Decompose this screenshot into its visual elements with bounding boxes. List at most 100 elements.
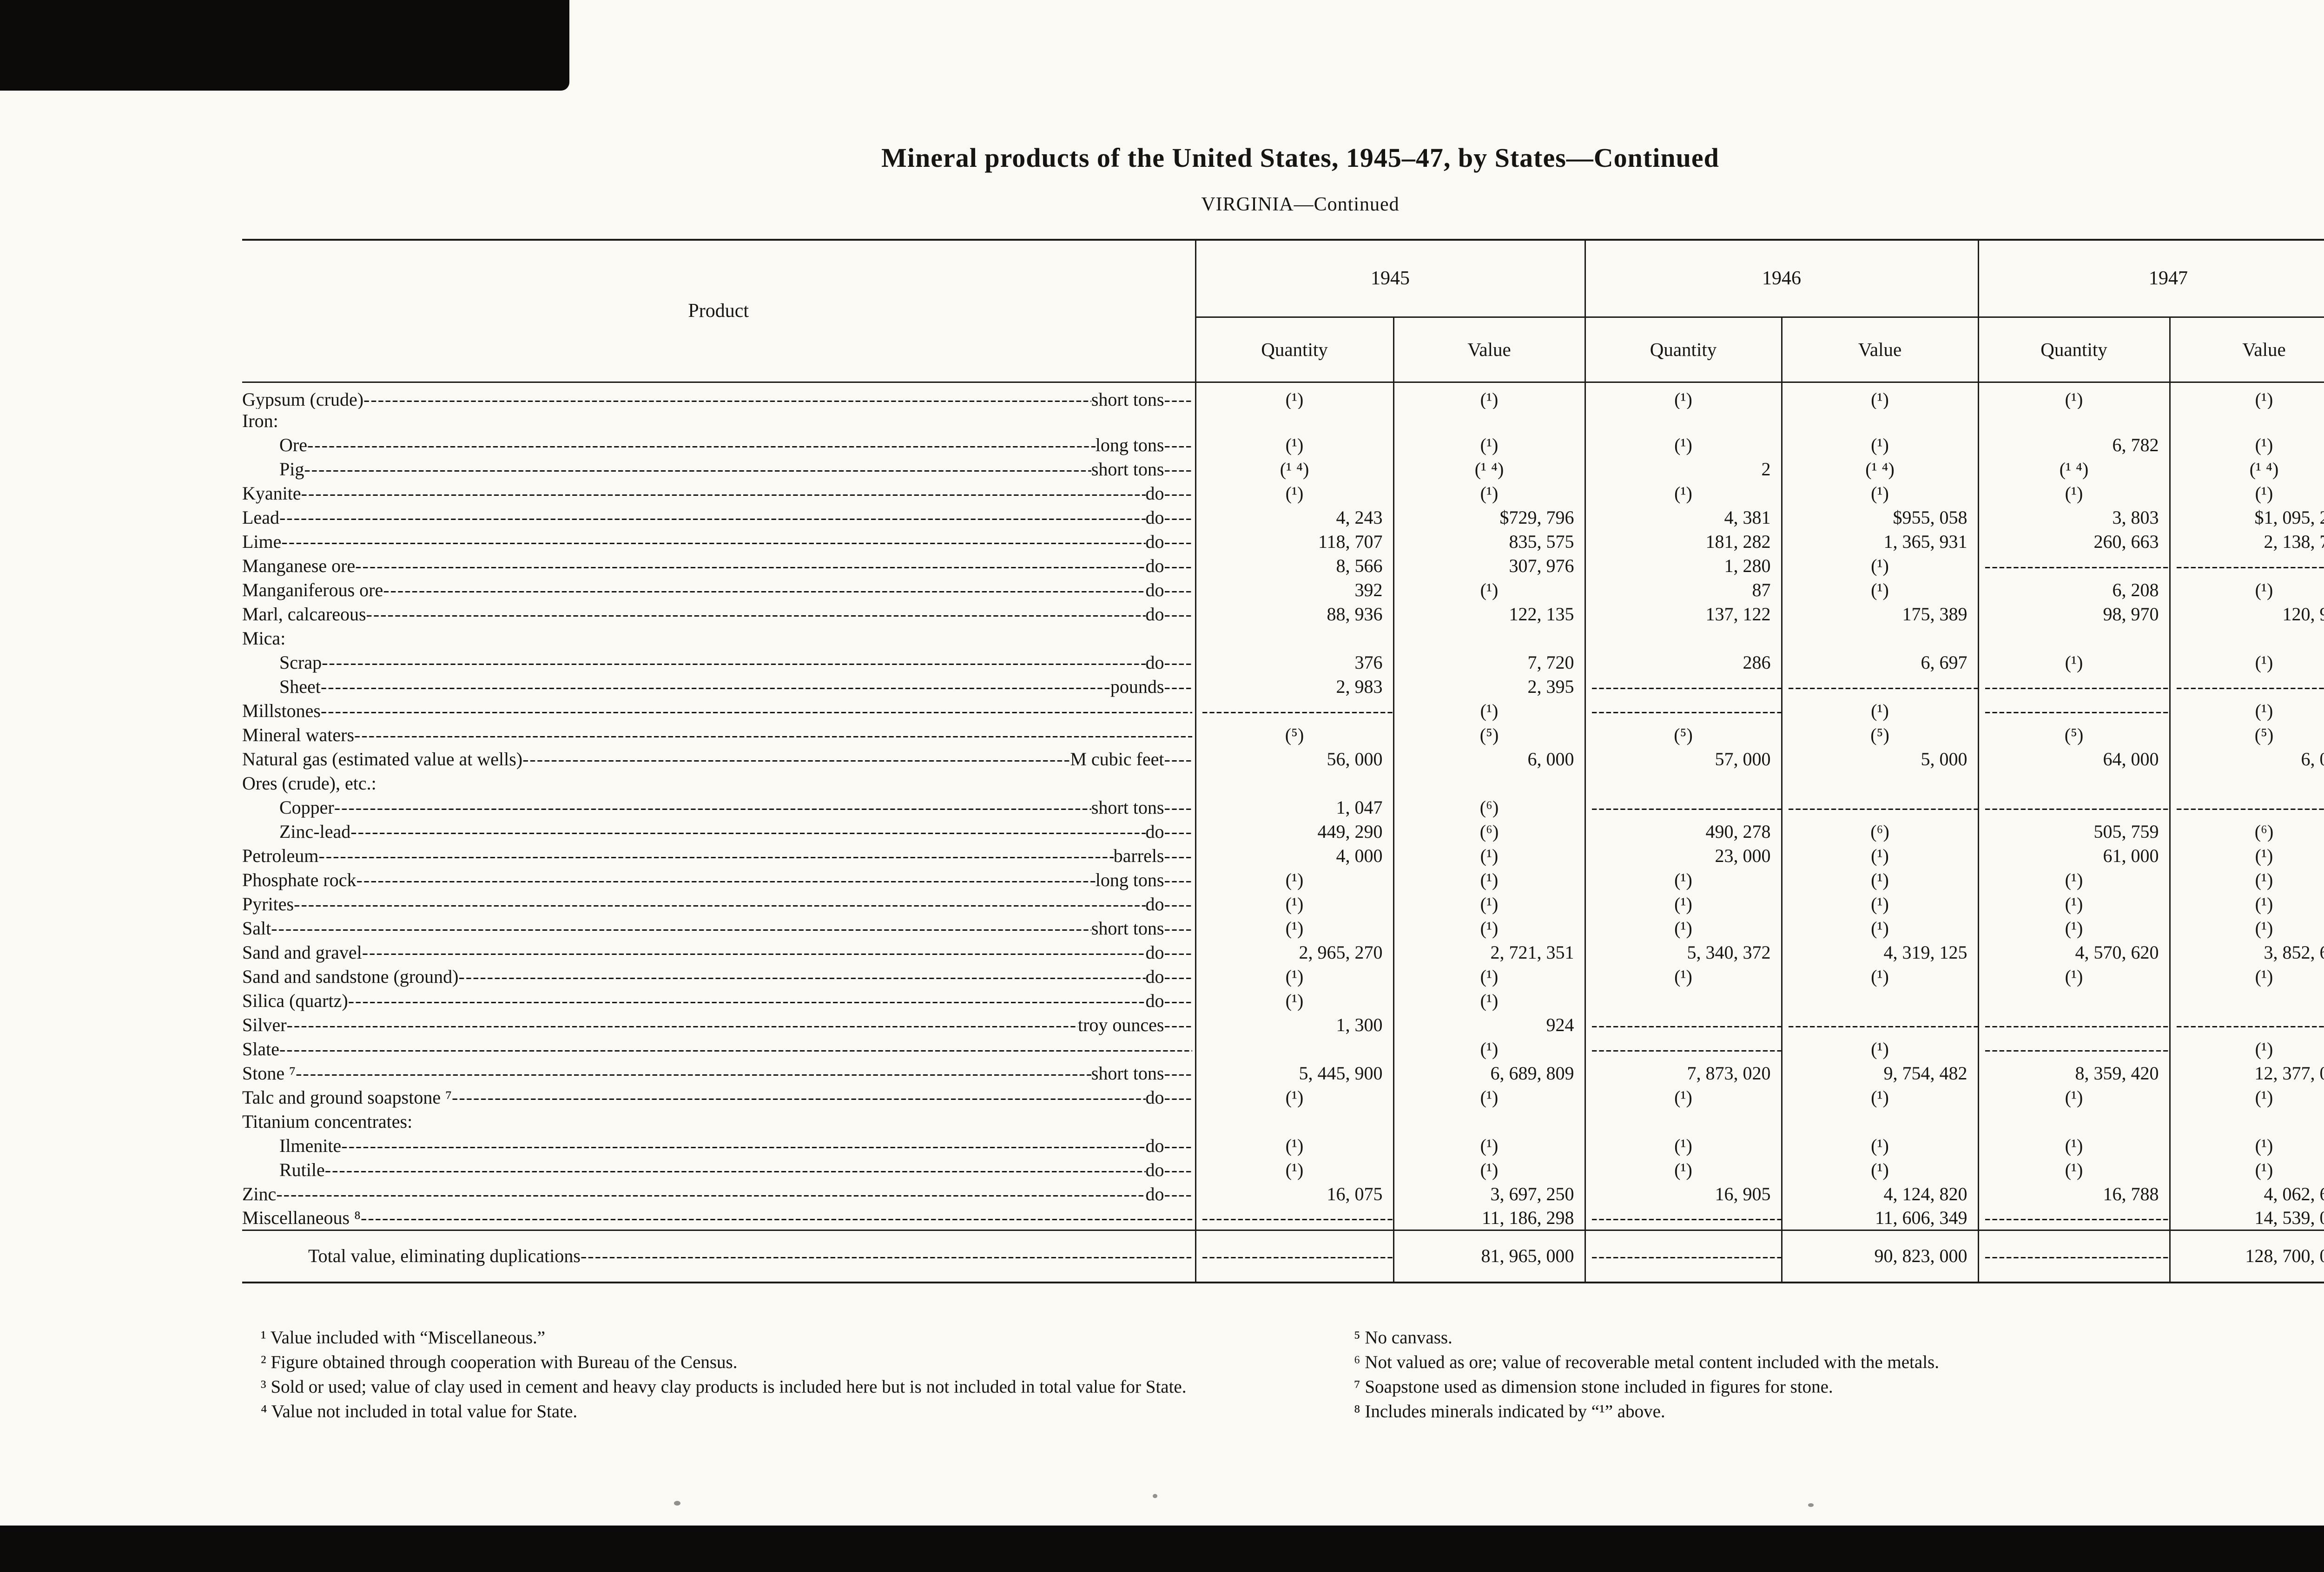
value-cell [1781, 626, 1978, 651]
value-cell [1584, 1109, 1782, 1134]
value-cell: 98, 970 [1977, 602, 2170, 626]
page-title: Mineral products of the United States, 1… [881, 143, 1719, 173]
product-label: Iron: [242, 410, 278, 431]
value-cell [1781, 988, 1978, 1013]
value-cell [1393, 771, 1585, 796]
value-cell [1195, 1037, 1393, 1061]
value-cell [1393, 626, 1585, 651]
product-cell: Natural gas (estimated value at wells) --… [242, 747, 1195, 771]
dashed-empty-leader: ----------------------------------------… [1984, 556, 2169, 575]
dotted-leader: ----------------------------------------… [1164, 653, 1192, 672]
product-cell-content: Ore -------------------------------------… [242, 435, 1195, 454]
dashed-empty-leader: ----------------------------------------… [1984, 1247, 2169, 1266]
value-cell: 8, 359, 420 [1977, 1061, 2170, 1085]
value-cell [1195, 408, 1393, 433]
product-cell: Iron: [242, 409, 1195, 433]
dotted-leader: ----------------------------------------… [1164, 967, 1192, 986]
dashed-empty-leader: ----------------------------------------… [1591, 798, 1781, 817]
dashed-empty-leader: ----------------------------------------… [1788, 798, 1978, 817]
dotted-leader: ----------------------------------------… [522, 750, 1070, 769]
value-cell: (¹) [1781, 1133, 1978, 1158]
value-cell: 4, 570, 620 [1977, 940, 2170, 965]
value-cell: 11, 606, 349 [1781, 1206, 1978, 1230]
dotted-leader: ----------------------------------------… [350, 822, 1145, 841]
value-cell: (¹) [2169, 892, 2324, 916]
product-label: Sheet [279, 676, 321, 697]
product-cell: Silver ----------------------------------… [242, 1013, 1195, 1037]
product-label: Mineral waters [242, 724, 355, 745]
product-cell: Ore -------------------------------------… [242, 433, 1195, 457]
dotted-leader: ----------------------------------------… [1164, 870, 1192, 889]
value-cell: ----------------------------------------… [1781, 674, 1978, 699]
value-cell: 376 [1195, 650, 1393, 675]
value-cell [1195, 771, 1393, 796]
dotted-leader: ----------------------------------------… [361, 1208, 1192, 1227]
dotted-leader: ----------------------------------------… [580, 1247, 1192, 1266]
value-cell [2169, 408, 2324, 433]
value-cell: 9, 754, 482 [1781, 1061, 1978, 1085]
table-row: Marl, calcareous ------------------------… [242, 602, 2324, 626]
dotted-leader: ----------------------------------------… [458, 967, 1145, 986]
value-cell: 6, 697 [1781, 650, 1978, 675]
dotted-leader: ----------------------------------------… [1164, 846, 1192, 865]
dotted-leader: ----------------------------------------… [1164, 677, 1192, 696]
dotted-leader: ----------------------------------------… [1164, 460, 1192, 479]
table-row: Sand and sandstone (ground) -------------… [242, 964, 2324, 989]
value-cell: (¹) [1977, 916, 2170, 941]
product-cell: Salt ------------------------------------… [242, 916, 1195, 941]
dotted-leader: ----------------------------------------… [301, 484, 1146, 503]
product-label: Kyanite [242, 482, 301, 504]
product-cell: Miscellaneous ⁸ -------------------------… [242, 1206, 1195, 1230]
dotted-leader: ----------------------------------------… [1164, 605, 1192, 624]
table-row: Ilmenite --------------------------------… [242, 1133, 2324, 1158]
value-cell: (¹) [1977, 1133, 2170, 1158]
value-cell: (¹) [2169, 481, 2324, 506]
value-cell: (¹) [2169, 650, 2324, 675]
value-cell: (¹) [1977, 964, 2170, 989]
dotted-leader: ----------------------------------------… [1164, 1160, 1192, 1179]
product-label: Millstones [242, 700, 321, 721]
unit-label: do [1145, 821, 1164, 842]
product-label: Slate [242, 1038, 279, 1059]
quantity-column-header: Quantity [1584, 317, 1782, 383]
value-cell: 1, 365, 931 [1781, 529, 1978, 554]
value-cell: ----------------------------------------… [1977, 1206, 2170, 1230]
value-cell [1584, 988, 1782, 1013]
value-cell: (¹) [2169, 698, 2324, 723]
value-cell: (¹) [2169, 1158, 2324, 1182]
value-cell: 181, 282 [1584, 529, 1782, 554]
product-label: Gypsum (crude) [242, 388, 364, 409]
value-cell: 7, 720 [1393, 650, 1585, 675]
product-cell-content: Miscellaneous ⁸ -------------------------… [242, 1208, 1195, 1227]
value-cell: (¹) [1195, 868, 1393, 892]
product-cell: Mineral waters --------------------------… [242, 723, 1195, 747]
dotted-leader: ----------------------------------------… [1164, 1184, 1192, 1204]
product-label: Pig [279, 458, 304, 480]
product-cell: Manganese ore ---------------------------… [242, 554, 1195, 578]
value-cell: (¹ ⁴) [1195, 457, 1393, 481]
product-cell-content: Silica (quartz) -------------------------… [242, 991, 1195, 1010]
dotted-leader: ----------------------------------------… [1164, 750, 1192, 769]
dashed-empty-leader: ----------------------------------------… [1788, 677, 1978, 696]
value-cell: (¹) [1584, 964, 1782, 989]
value-cell: (¹) [2169, 433, 2324, 457]
unit-label: short tons [1091, 1062, 1164, 1084]
dashed-empty-leader: ----------------------------------------… [1591, 1015, 1781, 1034]
table-row: Zinc ------------------------------------… [242, 1182, 2324, 1206]
value-cell: 57, 000 [1584, 747, 1782, 771]
value-cell: (¹) [2169, 1133, 2324, 1158]
table-row: Salt ------------------------------------… [242, 916, 2324, 941]
value-cell: 3, 803 [1977, 505, 2170, 530]
dotted-leader: ----------------------------------------… [271, 919, 1091, 938]
value-cell: 5, 000 [1781, 747, 1978, 771]
product-label: Ores (crude), etc.: [242, 772, 376, 794]
product-cell: Stone ⁷ ---------------------------------… [242, 1061, 1195, 1085]
value-cell [1393, 1109, 1585, 1134]
product-cell-content: Sand and gravel -------------------------… [242, 943, 1195, 962]
product-cell-content: Manganiferous ore -----------------------… [242, 580, 1195, 599]
table-row: Millstones ------------------------------… [242, 698, 2324, 723]
value-cell: (¹) [1781, 843, 1978, 868]
value-cell: 81, 965, 000 [1393, 1230, 1585, 1283]
value-cell: (¹ ⁴) [1977, 457, 2170, 481]
product-cell-content: Zinc ------------------------------------… [242, 1184, 1195, 1204]
